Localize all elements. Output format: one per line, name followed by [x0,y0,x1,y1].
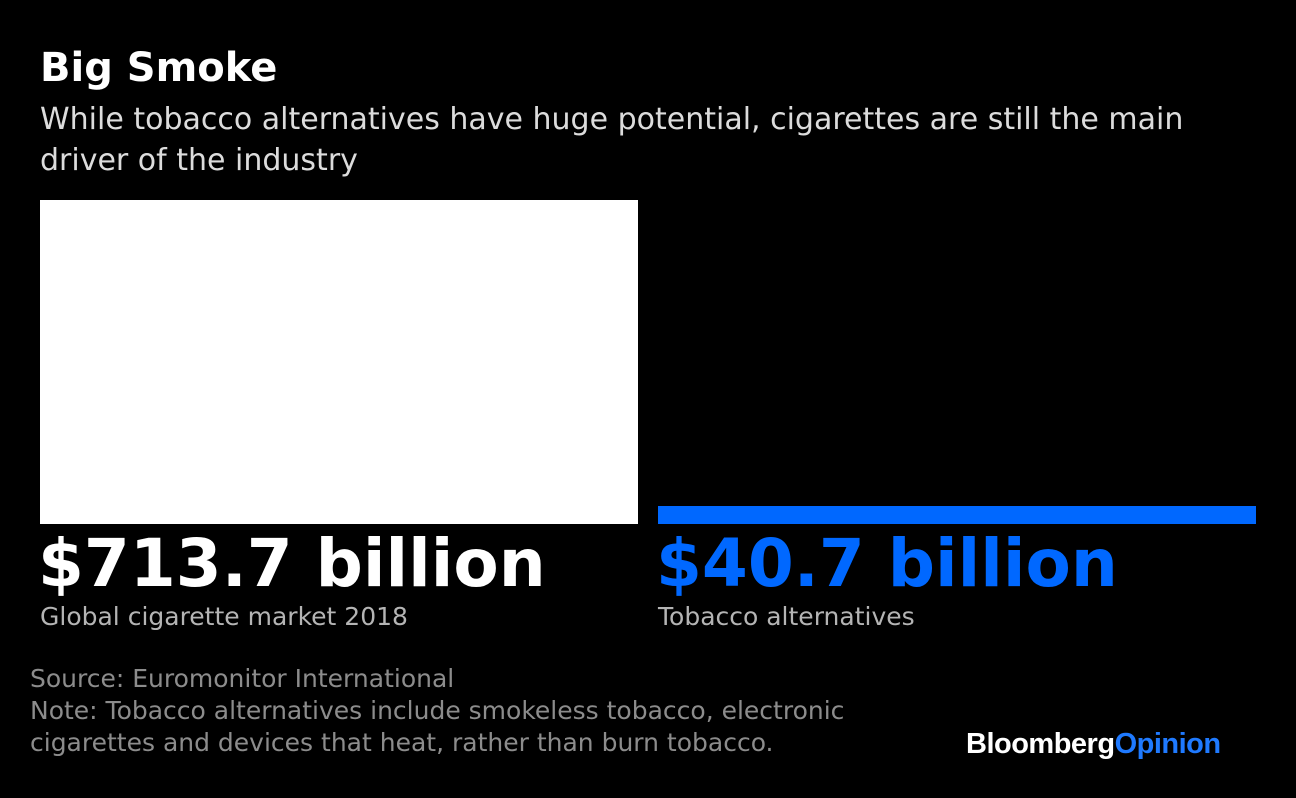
logo-opinion-text: Opinion [1114,728,1222,760]
category-label-global-cigarette-market: Global cigarette market 2018 [40,602,408,631]
chart-title: Big Smoke [40,45,278,91]
bar-tobacco-alternatives [658,506,1256,524]
bar-global-cigarette-market [40,200,638,524]
logo-brand-text: Bloomberg [966,728,1115,760]
chart-subtitle: While tobacco alternatives have huge pot… [40,102,1184,178]
value-label-global-cigarette-market: $713.7 billion [38,525,546,602]
source-note: Source: Euromonitor International [30,664,455,693]
value-label-tobacco-alternatives: $40.7 billion [656,525,1118,602]
footnote-line-2: cigarettes and devices that heat, rather… [30,728,774,757]
category-label-tobacco-alternatives: Tobacco alternatives [658,602,915,631]
footnote-line-1: Note: Tobacco alternatives include smoke… [30,696,845,725]
bloomberg-opinion-logo: BloombergOpinion [966,726,1221,762]
